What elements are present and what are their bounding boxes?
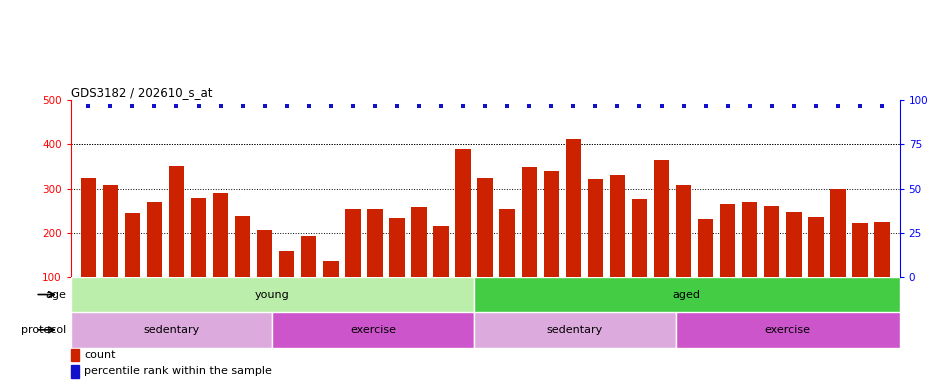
- Bar: [191, 198, 206, 321]
- Bar: [853, 223, 868, 321]
- Bar: [675, 312, 900, 348]
- Text: percentile rank within the sample: percentile rank within the sample: [84, 366, 272, 376]
- Bar: [345, 209, 361, 321]
- Text: protocol: protocol: [21, 325, 66, 335]
- Bar: [474, 277, 900, 312]
- Bar: [235, 216, 251, 321]
- Bar: [654, 160, 669, 321]
- Bar: [808, 217, 823, 321]
- Text: young: young: [255, 290, 289, 300]
- Bar: [764, 206, 779, 321]
- Bar: [565, 139, 581, 321]
- Bar: [544, 171, 559, 321]
- Bar: [81, 179, 96, 321]
- Text: age: age: [45, 290, 66, 300]
- Bar: [71, 277, 474, 312]
- Bar: [478, 177, 493, 321]
- Text: count: count: [84, 350, 116, 360]
- Bar: [71, 312, 272, 348]
- Bar: [213, 193, 228, 321]
- Text: aged: aged: [673, 290, 701, 300]
- Bar: [389, 218, 405, 321]
- Text: GDS3182 / 202610_s_at: GDS3182 / 202610_s_at: [71, 86, 212, 99]
- Bar: [412, 207, 427, 321]
- Bar: [698, 219, 713, 321]
- Bar: [455, 149, 471, 321]
- Bar: [124, 213, 140, 321]
- Bar: [632, 199, 647, 321]
- Bar: [71, 349, 79, 361]
- Bar: [609, 175, 625, 321]
- Bar: [522, 167, 537, 321]
- Bar: [169, 167, 185, 321]
- Bar: [367, 209, 382, 321]
- Bar: [323, 262, 338, 321]
- Bar: [499, 209, 515, 321]
- Bar: [279, 251, 295, 321]
- Bar: [257, 230, 272, 321]
- Bar: [301, 236, 317, 321]
- Bar: [103, 185, 118, 321]
- Bar: [874, 222, 889, 321]
- Text: exercise: exercise: [350, 325, 396, 335]
- Bar: [433, 226, 448, 321]
- Bar: [147, 202, 162, 321]
- Bar: [675, 185, 691, 321]
- Bar: [720, 204, 736, 321]
- Bar: [474, 312, 675, 348]
- Bar: [272, 312, 474, 348]
- Bar: [71, 365, 79, 377]
- Bar: [742, 202, 757, 321]
- Text: sedentary: sedentary: [143, 325, 200, 335]
- Text: sedentary: sedentary: [546, 325, 603, 335]
- Bar: [830, 189, 846, 321]
- Bar: [588, 179, 603, 321]
- Bar: [786, 212, 802, 321]
- Text: exercise: exercise: [765, 325, 810, 335]
